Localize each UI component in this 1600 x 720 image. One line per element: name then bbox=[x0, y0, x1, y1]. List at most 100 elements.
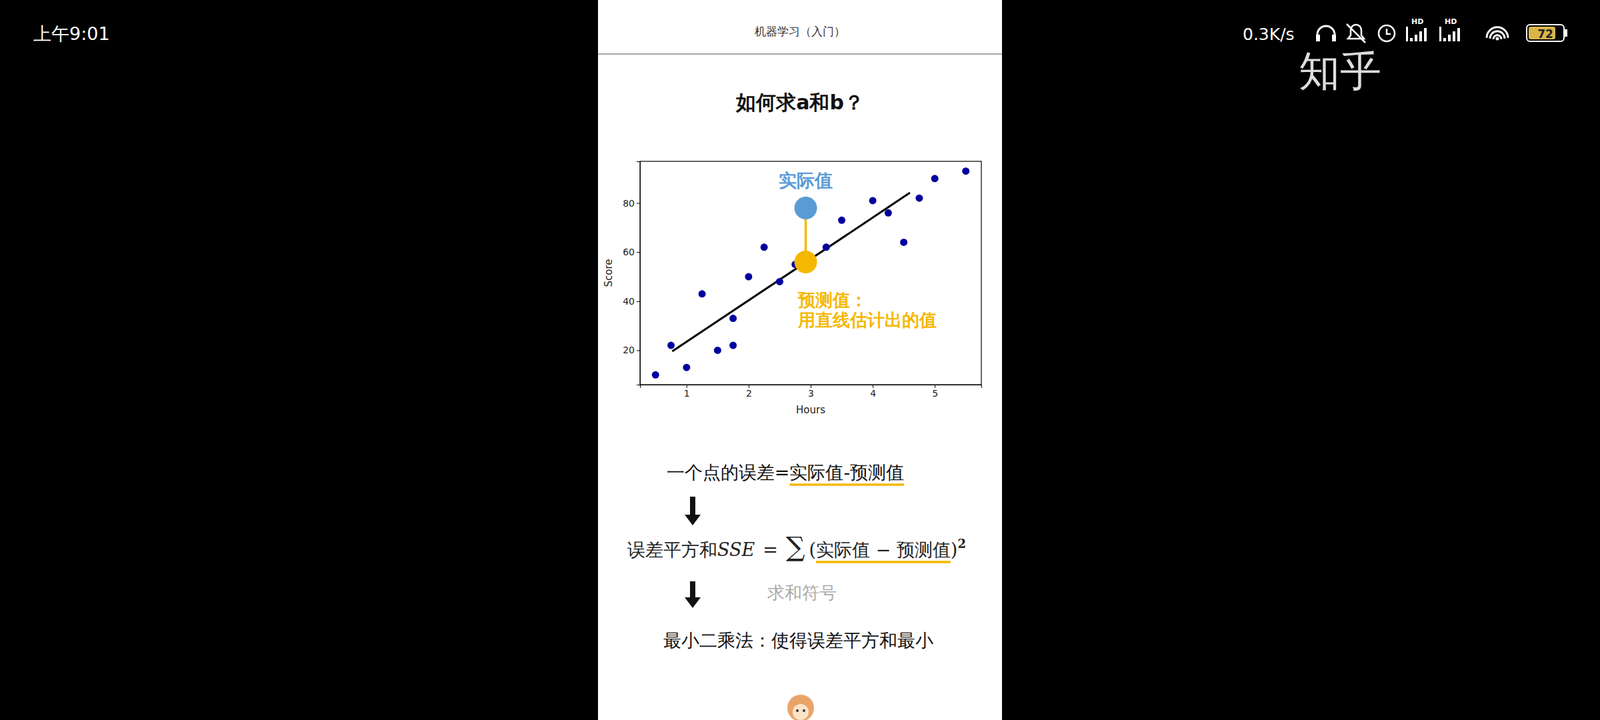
y-tick-mark bbox=[636, 203, 640, 204]
scatter-point bbox=[962, 167, 970, 175]
sse-inner: 实际值 − 预测值 bbox=[816, 539, 951, 560]
error-definition: 一个点的误差=实际值-预测值 bbox=[666, 462, 904, 483]
scatter-point bbox=[698, 290, 706, 298]
annotation-label: 用直线估计出的值 bbox=[797, 310, 937, 330]
avatar-face bbox=[792, 704, 809, 720]
avatar bbox=[787, 694, 814, 720]
scatter-point bbox=[714, 346, 722, 354]
sse-close: ) bbox=[950, 539, 958, 560]
alarm-icon bbox=[1378, 25, 1395, 42]
annotation-label: 预测值： bbox=[797, 290, 868, 310]
wifi-arc bbox=[1486, 27, 1508, 38]
y-tick: 60 bbox=[622, 246, 640, 258]
y-axis: 20 40 60 80 bbox=[622, 162, 640, 386]
screen: 上午9:010.3K/sHDHD72知乎机器学习（入门）如何求a和b？12345… bbox=[0, 0, 1600, 720]
signal-bar bbox=[1424, 28, 1427, 42]
x-tick-label: 2 bbox=[746, 388, 752, 399]
battery-text: 72 bbox=[1537, 27, 1554, 41]
signal-bar bbox=[1443, 38, 1446, 42]
bell-slash bbox=[1346, 24, 1366, 43]
least-squares: 最小二乘法：使得误差平方和最小 bbox=[663, 630, 934, 651]
x-tick: 3 bbox=[808, 384, 814, 399]
scatter-point bbox=[838, 216, 846, 224]
sum-note: 求和符号 bbox=[767, 582, 837, 603]
underline bbox=[816, 560, 951, 564]
signal-stem bbox=[1439, 26, 1442, 42]
y-tick-label: 20 bbox=[622, 344, 635, 356]
scatter-point bbox=[915, 194, 923, 202]
slide-title: 如何求a和b？ bbox=[735, 90, 864, 114]
battery-frame bbox=[1526, 24, 1564, 42]
x-tick-label: 4 bbox=[870, 388, 876, 399]
signal-label: HD bbox=[1444, 17, 1457, 26]
plot-marks bbox=[652, 167, 970, 379]
down-arrow bbox=[684, 496, 701, 526]
y-tick-label: 80 bbox=[622, 198, 635, 209]
error-underlined: 实际值-预测值 bbox=[789, 462, 904, 483]
scatter-point bbox=[729, 314, 737, 322]
y-tick-mark bbox=[636, 350, 640, 351]
arrow-shaft bbox=[690, 496, 696, 516]
signal-label: HD bbox=[1411, 17, 1424, 26]
background bbox=[0, 0, 1600, 720]
battery-tip bbox=[1564, 29, 1568, 37]
signal-bar bbox=[1457, 28, 1460, 42]
arrow-head bbox=[684, 514, 701, 526]
sse-sum: ∑ bbox=[786, 531, 806, 562]
avatar-head bbox=[787, 694, 814, 720]
annotation-label: 实际值 bbox=[778, 170, 833, 191]
header-divider bbox=[598, 53, 1002, 55]
y-tick: 40 bbox=[622, 296, 640, 307]
annotation-marker bbox=[794, 250, 818, 274]
sse-formula: 误差平方和SSE = ∑(实际值 − 预测值)2 bbox=[627, 531, 966, 562]
alarm-hands bbox=[1386, 28, 1391, 34]
x-axis: 1 2 3 4 5 bbox=[640, 384, 982, 399]
signal-bar bbox=[1414, 34, 1418, 42]
x-tick-label: 3 bbox=[808, 388, 814, 399]
x-tick: 1 bbox=[684, 384, 690, 399]
x-tick: 2 bbox=[746, 384, 752, 399]
scatter-point bbox=[869, 196, 877, 204]
x-tick-label: 1 bbox=[684, 388, 690, 399]
plot-frame bbox=[640, 161, 982, 385]
avatar-eye bbox=[796, 709, 799, 712]
headphone-icon-left bbox=[1316, 34, 1320, 42]
y-axis-title: Score bbox=[602, 258, 615, 287]
avatar-eye bbox=[802, 709, 806, 712]
y-tick: 20 bbox=[622, 344, 640, 356]
sse-open: ( bbox=[809, 539, 817, 560]
signal-bar bbox=[1448, 34, 1451, 42]
signal-bar bbox=[1410, 38, 1413, 42]
status-speed: 0.3K/s bbox=[1242, 24, 1295, 44]
wifi-dot bbox=[1496, 37, 1500, 41]
x-tick-label: 5 bbox=[932, 388, 938, 399]
scatter-point bbox=[776, 278, 784, 286]
scatter-point bbox=[652, 371, 660, 379]
scatter-point bbox=[682, 364, 690, 372]
y-tick-label: 40 bbox=[622, 296, 635, 307]
y-tick-mark bbox=[636, 301, 640, 302]
y-tick-label: 60 bbox=[622, 246, 635, 258]
slide-header: 机器学习（入门） bbox=[754, 24, 846, 38]
y-tick: 80 bbox=[622, 198, 640, 209]
down-arrow bbox=[684, 581, 701, 608]
sse-lhs: 误差平方和 bbox=[627, 539, 718, 560]
signal-stem bbox=[1406, 26, 1408, 42]
watermark: 知乎 bbox=[1298, 46, 1382, 96]
sse-power: 2 bbox=[957, 536, 966, 551]
scatter-point bbox=[744, 273, 752, 281]
x-tick: 5 bbox=[932, 384, 938, 399]
scatter-point bbox=[931, 174, 939, 182]
annotation-marker bbox=[794, 196, 818, 220]
sse-equals: = bbox=[762, 539, 778, 560]
scatter-point bbox=[760, 243, 768, 251]
x-tick: 4 bbox=[870, 384, 876, 399]
y-tick-mark bbox=[636, 252, 640, 253]
scatter-point bbox=[667, 342, 675, 350]
headphone-icon-right bbox=[1332, 34, 1336, 42]
scatter-point bbox=[884, 209, 892, 217]
sse-symbol: SSE bbox=[717, 539, 756, 560]
signal-bar bbox=[1419, 31, 1422, 42]
arrow-shaft bbox=[690, 581, 696, 599]
arrow-head bbox=[684, 597, 701, 608]
